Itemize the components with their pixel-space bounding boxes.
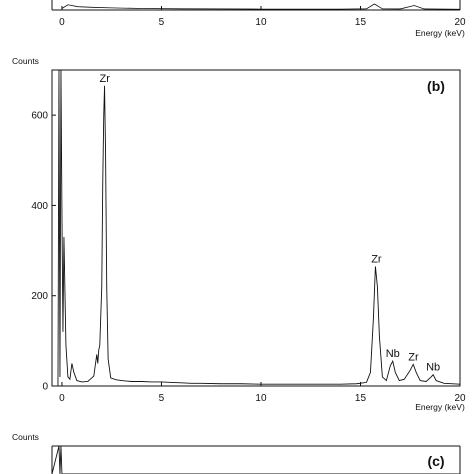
panel-b-y-tick-label: 0 — [42, 382, 48, 393]
panel-b-x-ticks: 0 5 10 15 20 — [59, 382, 466, 404]
panel-b-x-tick-label: 10 — [255, 393, 267, 404]
panel-c-label: (c) — [427, 453, 444, 469]
panel-a-x-ticks: 0 5 10 15 20 — [59, 6, 466, 28]
panel-a-x-tick-label: 15 — [355, 17, 367, 28]
panel-b-peak-label: Zr — [100, 73, 111, 85]
panel-b-plot-frame — [51, 69, 461, 387]
panel-b-y-tick-label: 600 — [31, 111, 48, 122]
panel-a: 0 5 10 15 20 Energy (keV) — [51, 0, 466, 38]
panel-b-x-tick-label: 0 — [59, 393, 65, 404]
panel-b-label: (b) — [427, 78, 445, 94]
panel-a-x-axis-title: Energy (keV) — [415, 28, 465, 38]
panel-a-x-tick-label: 0 — [59, 17, 65, 28]
panel-a-series-line — [61, 3, 461, 10]
panel-b-peak-label: Zr — [371, 253, 382, 265]
panel-b-peak-label: Nb — [386, 348, 400, 360]
panel-b-y-tick-label: 200 — [31, 291, 48, 302]
panel-b-y-tick-label: 400 — [31, 201, 48, 212]
panel-b-peak-labels: Zr Zr Nb Zr Nb — [100, 73, 441, 374]
panel-b-x-axis-title: Energy (keV) — [415, 402, 465, 412]
panel-b-peak-label: Nb — [426, 362, 440, 374]
panel-b-peak-label: Zr — [408, 351, 419, 363]
panel-b-x-tick-label: 20 — [454, 393, 466, 404]
panel-c-series-line — [51, 445, 460, 474]
panel-b-y-ticks: 0 200 400 600 — [31, 111, 56, 393]
panel-b-y-axis-title: Counts — [12, 56, 39, 66]
panel-a-x-tick-label: 20 — [454, 17, 466, 28]
panel-a-x-tick-label: 10 — [255, 17, 267, 28]
panel-b: Counts 0 5 10 15 20 0 200 400 600 Zr Zr Nb Zr Nb (b… — [12, 56, 466, 412]
panel-b-x-tick-label: 5 — [159, 393, 165, 404]
panel-b-series-line — [52, 69, 461, 387]
panel-c: Counts (c) — [12, 432, 461, 474]
panel-b-x-tick-label: 15 — [355, 393, 367, 404]
panel-c-y-axis-title: Counts — [12, 432, 39, 442]
panel-a-x-tick-label: 5 — [159, 17, 165, 28]
